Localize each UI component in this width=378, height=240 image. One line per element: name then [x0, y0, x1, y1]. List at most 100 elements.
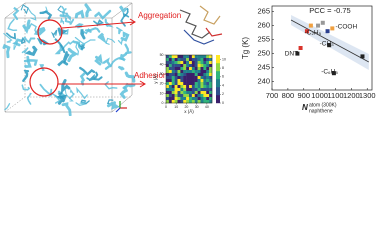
colorbar-tick-label: 8 — [222, 66, 224, 70]
confidence-band — [291, 15, 369, 70]
heatmap-texture — [200, 94, 204, 98]
heatmap-texture — [174, 67, 178, 71]
molecule-strand — [78, 44, 86, 50]
molecule-strand — [124, 43, 132, 55]
heatmap-texture — [174, 61, 178, 65]
heatmap-texture — [197, 58, 201, 62]
heatmap-texture — [183, 55, 187, 59]
heatmap-texture — [194, 94, 198, 98]
heatmap-texture — [180, 94, 184, 98]
heatmap-texture — [197, 94, 201, 98]
heatmap-texture — [183, 88, 187, 92]
heatmap-texture — [166, 58, 170, 62]
heatmap-texture — [189, 91, 193, 95]
molecule-strand — [86, 73, 95, 82]
heatmap-texture — [168, 55, 172, 59]
heatmap-texture — [183, 94, 187, 98]
heatmap-texture — [189, 97, 193, 101]
heatmap-texture — [180, 73, 184, 77]
molecule-strand — [105, 37, 116, 45]
molecule-strand — [120, 12, 130, 27]
adhesion-label: Adhesion — [134, 71, 167, 80]
y-tick-label: 265 — [257, 7, 270, 16]
heatmap-texture — [206, 94, 210, 98]
heatmap-texture — [194, 64, 198, 68]
heatmap-texture — [166, 76, 170, 80]
heatmap-texture — [197, 79, 201, 83]
heatmap-texture — [174, 64, 178, 68]
heatmap-texture — [171, 94, 175, 98]
molecule-strand — [76, 86, 88, 100]
data-point — [320, 20, 325, 25]
heatmap-texture — [203, 85, 207, 89]
data-point — [331, 71, 336, 76]
colorbar-segment — [216, 55, 220, 64]
heatmap-texture — [177, 94, 181, 98]
heatmap-texture — [180, 58, 184, 62]
colorbar-segment — [216, 87, 220, 96]
heatmap-texture — [200, 88, 204, 92]
molecule-strand — [22, 70, 30, 82]
heatmap-texture — [183, 64, 187, 68]
molecule-strand — [57, 27, 68, 37]
molecule-strand — [54, 94, 68, 105]
heatmap-texture — [180, 97, 184, 101]
heatmap-texture — [186, 70, 190, 74]
y-tick-label: 240 — [257, 77, 270, 86]
molecule-strand — [64, 89, 74, 102]
plot-frame — [271, 5, 373, 91]
heatmap-texture — [200, 79, 204, 83]
heatmap-texture — [197, 70, 201, 74]
molecule-strand — [27, 7, 37, 21]
plot-frame — [165, 54, 213, 104]
y-axis-label: Tg (K) — [241, 37, 250, 60]
y-tick-label: 245 — [257, 63, 270, 72]
x-tick-label: 10 — [174, 105, 178, 109]
heatmap-texture — [186, 73, 190, 77]
heatmap-texture — [206, 58, 210, 62]
heatmap-texture — [186, 61, 190, 65]
heatmap-texture — [189, 61, 193, 65]
heatmap-texture — [203, 94, 207, 98]
heatmap-texture — [203, 61, 207, 65]
molecule-strand — [94, 9, 112, 20]
heatmap-texture — [206, 82, 210, 86]
molecule-strand — [79, 66, 96, 76]
fit-line — [290, 19, 370, 63]
heatmap-texture — [191, 79, 195, 83]
heatmap-texture — [209, 64, 213, 68]
data-point — [327, 43, 332, 48]
molecule-strand — [84, 3, 92, 18]
molecule-strand — [62, 51, 70, 63]
heatmap-texture — [189, 58, 193, 62]
molecule-strand — [68, 88, 75, 100]
heatmap-texture — [209, 61, 213, 65]
molecule-strand — [12, 38, 23, 47]
heatmap-texture — [203, 91, 207, 95]
heatmap-texture — [183, 82, 187, 86]
molecule-strand — [106, 101, 120, 110]
molecule-strand — [59, 13, 71, 22]
heatmap-texture — [191, 82, 195, 86]
heatmap-texture — [166, 79, 170, 83]
molecule-strand — [20, 4, 29, 15]
heatmap-texture — [180, 91, 184, 95]
molecule-strand — [39, 64, 45, 71]
heatmap-texture — [200, 73, 204, 77]
heatmap-texture — [203, 73, 207, 77]
heatmap-texture — [189, 55, 193, 59]
heatmap-texture — [180, 76, 184, 80]
y-tick-label: 0 — [162, 101, 164, 105]
heatmap-texture — [191, 100, 195, 104]
heatmap-texture — [189, 100, 193, 104]
heatmap-texture — [183, 79, 187, 83]
heatmap-texture — [174, 76, 178, 80]
heatmap-texture — [166, 85, 170, 89]
heatmap-texture — [189, 64, 193, 68]
y-tick-label: 40 — [160, 63, 164, 67]
heatmap-texture — [191, 91, 195, 95]
molecule-strand — [80, 29, 86, 40]
molecule-strand — [118, 52, 127, 62]
heatmap-texture — [183, 76, 187, 80]
heatmap-texture — [174, 79, 178, 83]
